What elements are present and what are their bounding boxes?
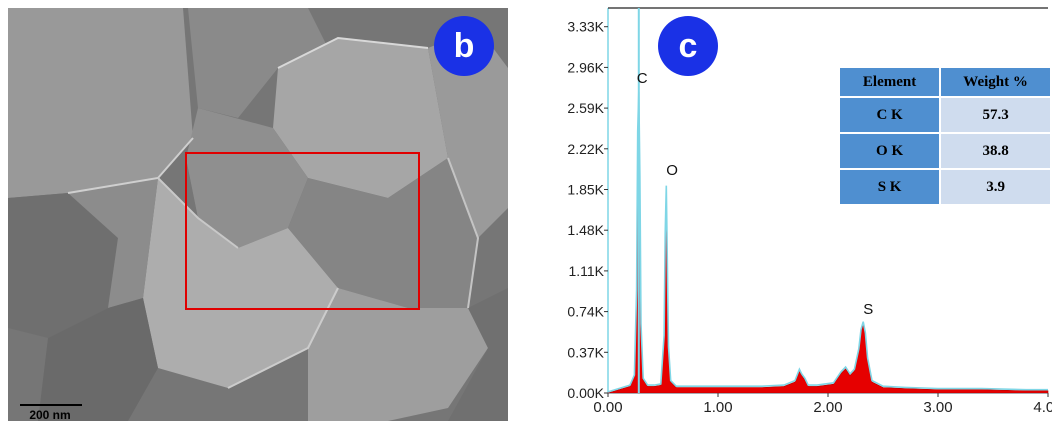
table-cell-weight: 38.8 (939, 132, 1052, 170)
y-tick-label: 2.96K (567, 59, 604, 75)
x-tick-label: 1.00 (703, 399, 732, 416)
table-row: O K 38.8 (837, 132, 1052, 170)
table-header-element: Element (837, 66, 942, 98)
panel-label-c: c (658, 16, 718, 76)
fit-line (607, 91, 1048, 393)
table-cell-weight: 57.3 (939, 96, 1052, 134)
eds-spectrum-chart: 0.00K 0.37K 0.74K 1.11K 1.48K 1.85K 2.22K 2.59K… (567, 7, 1052, 416)
sem-image: 200 nm (8, 8, 508, 421)
peak-label: O (666, 162, 678, 179)
x-tick-label: 4.00 (1033, 399, 1052, 416)
y-tick-label: 1.48K (567, 222, 604, 238)
panel-label-b: b (434, 16, 494, 76)
peak-label: C (637, 70, 648, 87)
x-tick-label: 2.00 (813, 399, 842, 416)
table-header-weight: Weight % (939, 66, 1052, 98)
y-tick-label: 0.37K (567, 344, 604, 360)
x-tick-label: 3.00 (923, 399, 952, 416)
table-row: C K 57.3 (837, 96, 1052, 134)
element-weight-table: Element Weight % C K 57.3 O K 38.8 S K 3… (837, 66, 1052, 206)
x-tick-label: 0.00 (593, 399, 622, 416)
y-tick-label: 3.33K (567, 19, 604, 35)
selection-box (185, 152, 420, 310)
y-tick-label: 1.85K (567, 182, 604, 198)
y-tick-label: 2.59K (567, 100, 604, 116)
sem-micrograph (8, 8, 508, 421)
table-cell-weight: 3.9 (939, 168, 1052, 206)
peak-label: S (863, 301, 873, 318)
y-tick-label: 0.74K (567, 304, 604, 320)
y-tick-label: 0.00K (567, 385, 604, 401)
table-cell-element: O K (837, 132, 942, 170)
scale-bar-label: 200 nm (29, 408, 71, 421)
table-cell-element: C K (837, 96, 942, 134)
y-tick-label: 1.11K (568, 263, 604, 279)
table-cell-element: S K (837, 168, 942, 206)
y-tick-label: 2.22K (567, 141, 604, 157)
table-row: S K 3.9 (837, 168, 1052, 206)
scale-bar (20, 404, 82, 406)
